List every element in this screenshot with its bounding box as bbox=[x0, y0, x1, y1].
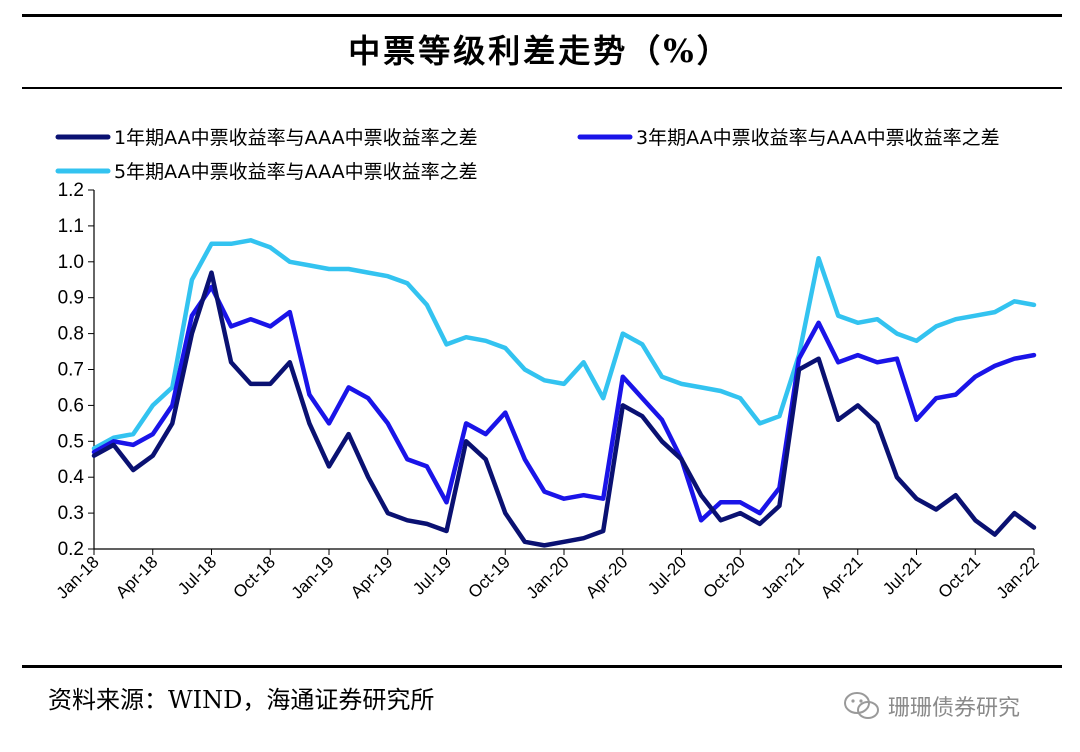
series-line-2 bbox=[91, 284, 1037, 523]
watermark: 珊珊债券研究 bbox=[888, 696, 1021, 721]
y-axis: 0.2 0.3 0.4 0.5 0.6 0.7 0.8 0.9 1.0 1.1 1.2 bbox=[58, 180, 95, 560]
y-tick-label: 0.5 bbox=[58, 431, 84, 452]
y-tick-label: 1.2 bbox=[58, 180, 84, 201]
x-tick-label: Oct-21 bbox=[935, 552, 985, 602]
x-tick-label: Apr-18 bbox=[112, 552, 162, 602]
y-tick-label: 0.9 bbox=[58, 288, 84, 309]
x-tick-label: Jul-19 bbox=[409, 552, 455, 598]
series-layer bbox=[91, 238, 1037, 548]
title-rule bbox=[22, 87, 1062, 89]
x-tick-label: Jul-20 bbox=[644, 552, 690, 598]
x-tick-label: Jan-21 bbox=[758, 552, 808, 602]
x-tick-label: Oct-19 bbox=[465, 552, 515, 602]
top-rule bbox=[22, 14, 1062, 17]
y-tick-label: 0.2 bbox=[58, 539, 84, 560]
y-tick-label: 0.7 bbox=[58, 360, 84, 381]
bottom-rule bbox=[22, 665, 1062, 668]
x-tick-label: Apr-21 bbox=[817, 552, 867, 602]
wechat-icon bbox=[844, 692, 879, 719]
chart-title: 中票等级利差走势（%） bbox=[348, 32, 732, 70]
y-tick-label: 0.3 bbox=[58, 503, 84, 524]
x-tick-label: Jan-19 bbox=[288, 552, 338, 602]
x-tick-label: Oct-20 bbox=[700, 552, 750, 602]
y-tick-label: 0.8 bbox=[58, 324, 84, 345]
x-tick-label: Oct-18 bbox=[230, 552, 280, 602]
legend-label-3: 5年期AA中票收益率与AAA中票收益率之差 bbox=[114, 161, 478, 183]
x-tick-label: Apr-20 bbox=[582, 552, 632, 602]
x-axis: Jan-18 Apr-18 Jul-18 Oct-18 Jan-19 Apr-19 Jul-… bbox=[53, 548, 1043, 603]
series-line-3 bbox=[91, 238, 1037, 451]
y-tick-label: 0.6 bbox=[58, 395, 84, 416]
y-tick-label: 1.1 bbox=[58, 216, 84, 237]
x-tick-label: Jul-18 bbox=[174, 552, 220, 598]
series-line-1 bbox=[91, 270, 1037, 548]
x-tick-label: Jul-21 bbox=[879, 552, 925, 598]
line-chart: 1年期AA中票收益率与AAA中票收益率之差 3年期AA中票收益率与AAA中票收益率… bbox=[53, 127, 1043, 603]
x-tick-label: Jan-20 bbox=[523, 552, 573, 602]
legend-label-2: 3年期AA中票收益率与AAA中票收益率之差 bbox=[636, 127, 1000, 149]
x-tick-label: Apr-19 bbox=[347, 552, 397, 602]
source-note: 资料来源：WIND，海通证券研究所 bbox=[48, 686, 435, 714]
legend: 1年期AA中票收益率与AAA中票收益率之差 3年期AA中票收益率与AAA中票收益率… bbox=[55, 127, 1000, 183]
legend-label-1: 1年期AA中票收益率与AAA中票收益率之差 bbox=[114, 127, 478, 149]
x-tick-label: Jan-22 bbox=[993, 552, 1043, 602]
y-tick-label: 1.0 bbox=[58, 252, 84, 273]
y-tick-label: 0.4 bbox=[58, 467, 85, 488]
